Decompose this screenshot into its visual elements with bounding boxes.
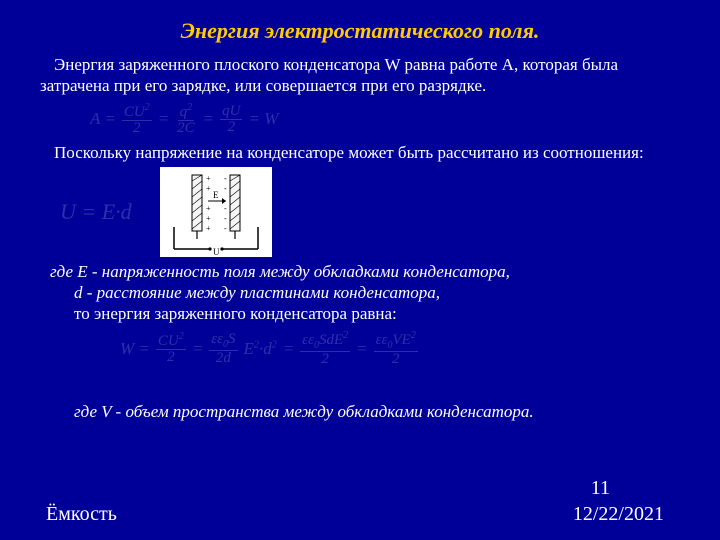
u-equals-ed: U = E·d	[60, 199, 132, 225]
svg-text:-: -	[224, 204, 227, 213]
eq-sep-5: =	[356, 339, 367, 359]
svg-text:+: +	[206, 174, 211, 183]
frac-qu-2: qU 2	[220, 104, 242, 135]
formula-2: W = CU2 2 = εε0S 2d E2·d2 = εε0SdE2 2 = …	[120, 331, 680, 367]
paragraph-3b: d - расстояние между пластинами конденса…	[74, 282, 680, 303]
slide: Энергия электростатического поля. Энерги…	[0, 0, 720, 540]
num-s: S	[228, 331, 236, 347]
diagram-e-label: E	[213, 190, 219, 200]
svg-text:-: -	[224, 184, 227, 193]
num-ee0b: εε	[302, 332, 314, 348]
diagram-u-label: U	[213, 247, 220, 257]
footer-date: 12/22/2021	[573, 503, 664, 526]
den-2a: 2	[131, 121, 143, 136]
svg-text:+: +	[206, 214, 211, 223]
e2d2: E2·d2	[244, 339, 277, 359]
paragraph-5: где V - объем пространства между обкладк…	[60, 401, 680, 422]
frac-ee0ve2-2: εε0VE2 2	[374, 331, 418, 367]
num-ve: VE	[392, 332, 410, 348]
den-2b: 2	[226, 120, 238, 135]
svg-text:-: -	[224, 174, 227, 183]
capacitor-svg: + + + + + - - - - - E U	[160, 167, 272, 257]
paragraph-3: где E - напряженность поля между обкладк…	[40, 261, 680, 282]
num-ee0c: εε	[376, 332, 388, 348]
frac-cu2-2: CU2 2	[122, 103, 152, 136]
num-ee0: εε	[211, 331, 223, 347]
frac-ee0sde2-2: εε0SdE2 2	[300, 331, 350, 367]
eq-sep-3: =	[192, 339, 203, 359]
frac-cu2-2b: CU2 2	[156, 332, 186, 365]
eq-sep-4: =	[283, 339, 294, 359]
svg-text:+: +	[206, 204, 211, 213]
frac-ee0s-2d: εε0S 2d	[209, 332, 237, 366]
den-2c: 2C	[175, 121, 197, 136]
den-2c2: 2	[165, 350, 177, 365]
num-cu: CU	[124, 104, 145, 120]
den-2f: 2	[390, 352, 402, 367]
paragraph-2: Поскольку напряжение на конденсаторе мож…	[40, 142, 680, 163]
diagram-row: U = E·d	[60, 167, 680, 257]
formula-1-lhs: A =	[90, 109, 116, 129]
paragraph-1: Энергия заряженного плоского конденсатор…	[40, 54, 680, 97]
paragraph-4: то энергия заряженного конденсатора равн…	[74, 303, 680, 324]
svg-text:-: -	[224, 214, 227, 223]
eq-sep-1: =	[158, 109, 169, 129]
page-number: 11	[591, 477, 610, 500]
den-2e: 2	[319, 352, 331, 367]
den-2d: 2d	[214, 351, 233, 366]
svg-text:-: -	[224, 224, 227, 233]
num-sde: SdE	[319, 332, 343, 348]
svg-text:+: +	[206, 184, 211, 193]
formula-1: A = CU2 2 = q2 2C = qU 2 = W	[90, 103, 680, 136]
capacitor-diagram: + + + + + - - - - - E U	[160, 167, 272, 257]
slide-title: Энергия электростатического поля.	[40, 18, 680, 44]
footer-left: Ёмкость	[46, 503, 117, 526]
eq-sep-2: =	[203, 109, 214, 129]
formula-2-lhs: W =	[120, 339, 150, 359]
frac-q2-2c: q2 2C	[175, 103, 197, 136]
num-qu: qU	[220, 104, 242, 120]
e-sym: E	[244, 339, 254, 358]
formula-1-rhs: = W	[248, 109, 278, 129]
num-cu-b: CU	[158, 333, 179, 349]
svg-text:+: +	[206, 224, 211, 233]
d2-sym: ·d	[259, 339, 272, 358]
